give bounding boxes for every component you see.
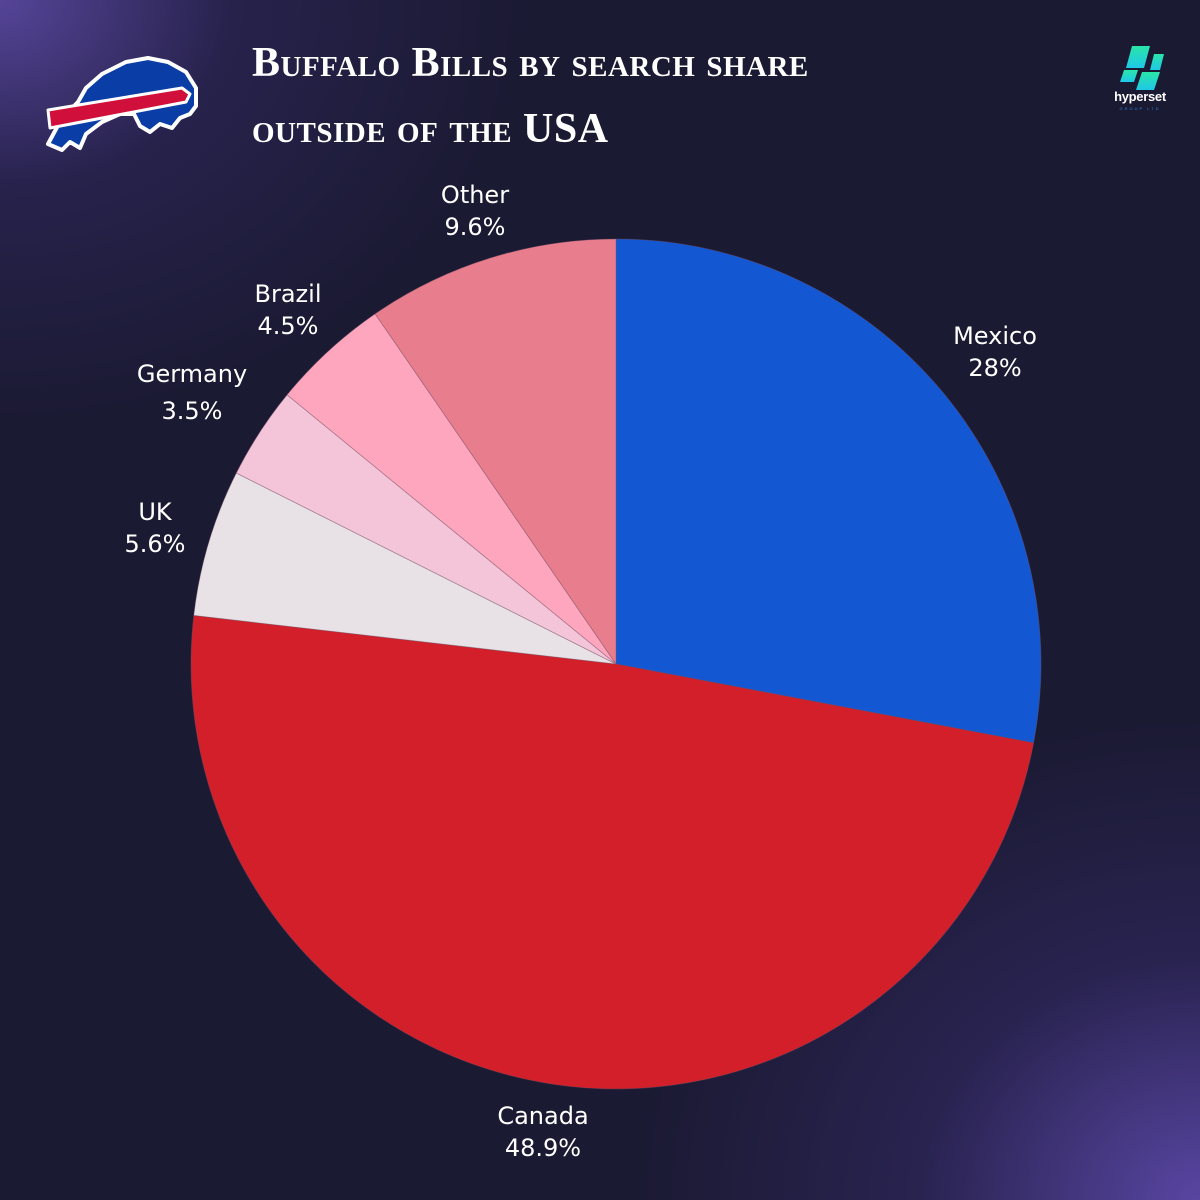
label-uk-name: UK <box>138 498 172 526</box>
hyperset-logo-icon <box>1120 46 1164 90</box>
label-brazil: Brazil 4.5% <box>255 278 322 342</box>
pie-slices <box>190 238 1042 1090</box>
pie-slice-germany <box>235 394 617 665</box>
buffalo-bills-logo-icon <box>46 56 198 152</box>
chart-title-line-1: Buffalo Bills by search share <box>252 40 809 86</box>
pie-slice-brazil <box>286 313 617 665</box>
label-germany: Germany 3.5% <box>137 356 247 430</box>
label-brazil-name: Brazil <box>254 280 322 308</box>
label-uk: UK 5.6% <box>125 496 186 560</box>
hyperset-logo: hyperset GROUP LTD <box>1100 44 1180 120</box>
pie-slice-other <box>374 238 617 666</box>
label-canada-value: 48.9% <box>504 1134 582 1162</box>
label-brazil-value: 4.5% <box>257 312 319 340</box>
hyperset-brand-name: hyperset <box>1114 89 1166 104</box>
chart-title: Buffalo Bills by search share outside of… <box>252 30 1052 162</box>
label-germany-value: 3.5% <box>161 397 223 425</box>
pie-slice-canada <box>190 614 1035 1090</box>
hyperset-brand-subtitle: GROUP LTD <box>1119 106 1161 111</box>
label-mexico: Mexico 28% <box>953 320 1037 384</box>
pie-slice-uk <box>193 472 617 665</box>
chart-title-line-2: outside of the USA <box>252 106 609 152</box>
label-uk-value: 5.6% <box>124 530 186 558</box>
label-canada: Canada 48.9% <box>497 1100 588 1164</box>
label-canada-name: Canada <box>497 1102 589 1130</box>
label-germany-name: Germany <box>136 360 248 388</box>
label-mexico-value: 28% <box>968 354 1022 382</box>
label-other-value: 9.6% <box>444 213 506 241</box>
label-mexico-name: Mexico <box>953 322 1037 350</box>
label-other-name: Other <box>440 181 510 209</box>
label-other: Other 9.6% <box>441 179 509 243</box>
pie-slice-mexico <box>615 238 1042 744</box>
